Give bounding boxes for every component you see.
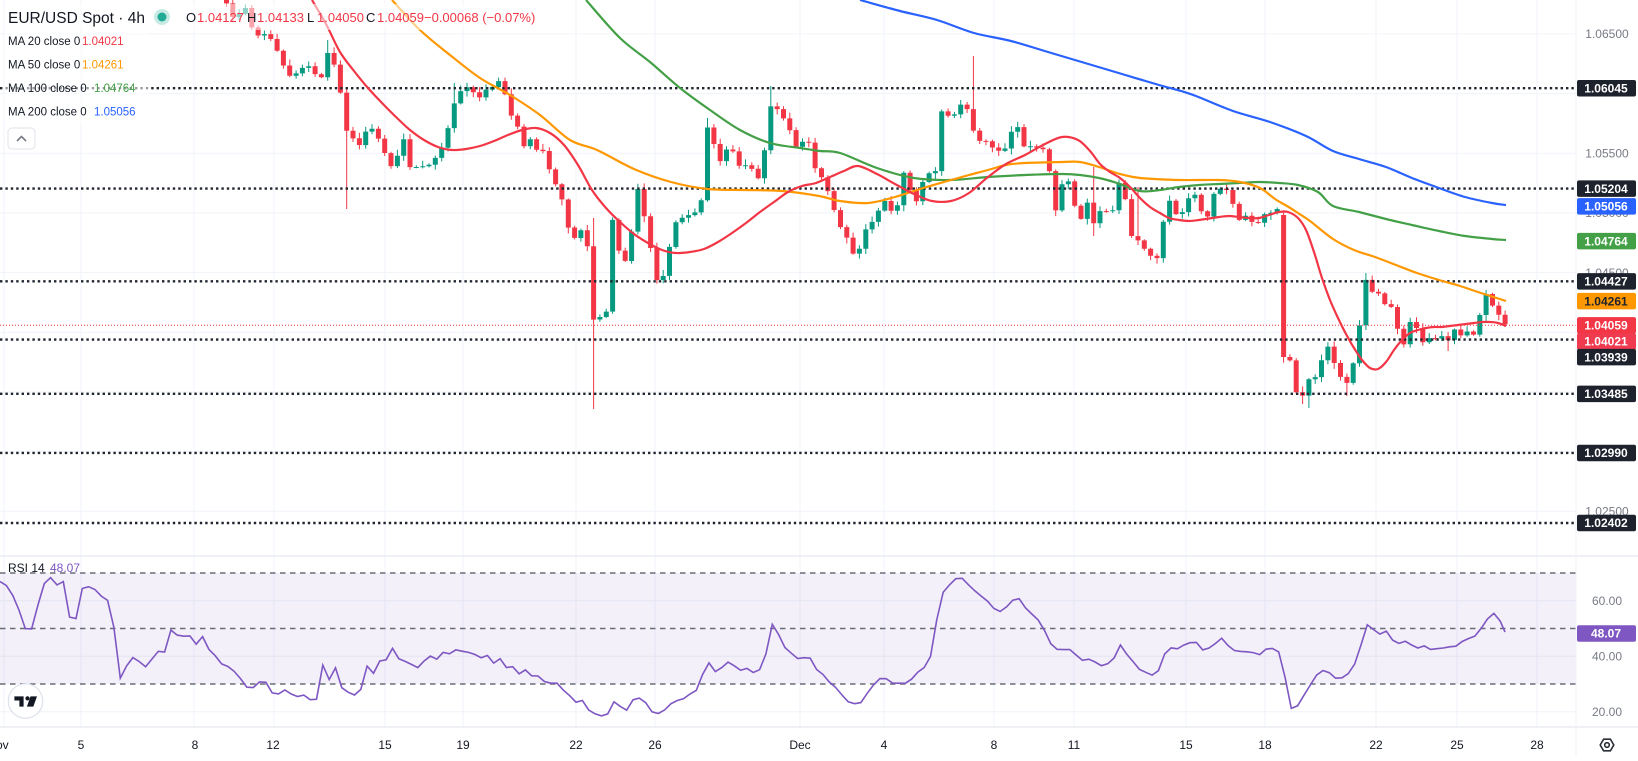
- svg-text:1.05204: 1.05204: [1584, 182, 1628, 196]
- svg-text:1.04764: 1.04764: [1584, 234, 1628, 248]
- svg-text:20.00: 20.00: [1592, 705, 1622, 719]
- svg-text:48.07: 48.07: [1591, 627, 1621, 641]
- svg-text:EUR/USD Spot · 4h: EUR/USD Spot · 4h: [8, 10, 145, 27]
- svg-text:1.05500: 1.05500: [1585, 147, 1629, 161]
- svg-text:25: 25: [1450, 738, 1464, 752]
- svg-text:5: 5: [78, 738, 85, 752]
- svg-text:L: L: [307, 10, 314, 25]
- svg-text:Nov: Nov: [0, 738, 9, 752]
- svg-text:8: 8: [192, 738, 199, 752]
- svg-text:28: 28: [1530, 738, 1544, 752]
- svg-text:18: 18: [1258, 738, 1272, 752]
- svg-text:1.02990: 1.02990: [1584, 446, 1628, 460]
- svg-text:MA 50 close 0: MA 50 close 0: [8, 60, 80, 72]
- svg-text:MA 200 close 0: MA 200 close 0: [8, 107, 87, 119]
- svg-text:1.02402: 1.02402: [1584, 516, 1628, 530]
- svg-text:1.04127: 1.04127: [197, 10, 244, 25]
- svg-text:1.04021: 1.04021: [1584, 335, 1628, 349]
- svg-text:1.04059: 1.04059: [377, 10, 424, 25]
- svg-text:1.04133: 1.04133: [257, 10, 304, 25]
- svg-text:1.04261: 1.04261: [82, 60, 124, 72]
- svg-text:1.04059: 1.04059: [1584, 319, 1628, 333]
- svg-text:RSI 14: RSI 14: [8, 561, 45, 575]
- svg-text:1.05056: 1.05056: [94, 107, 136, 119]
- svg-text:1.04764: 1.04764: [94, 83, 136, 95]
- svg-text:40.00: 40.00: [1592, 650, 1622, 664]
- svg-text:MA 20 close 0: MA 20 close 0: [8, 36, 80, 48]
- svg-text:1.03485: 1.03485: [1584, 387, 1628, 401]
- svg-text:1.04050: 1.04050: [317, 10, 364, 25]
- svg-text:MA 100 close 0: MA 100 close 0: [8, 83, 87, 95]
- svg-text:48.07: 48.07: [50, 561, 80, 575]
- svg-text:15: 15: [378, 738, 392, 752]
- svg-text:1.06500: 1.06500: [1585, 27, 1629, 41]
- svg-text:4: 4: [881, 738, 888, 752]
- svg-text:1.04427: 1.04427: [1584, 275, 1628, 289]
- svg-text:1.04021: 1.04021: [82, 36, 124, 48]
- svg-text:60.00: 60.00: [1592, 594, 1622, 608]
- svg-text:H: H: [247, 10, 256, 25]
- svg-text:22: 22: [569, 738, 583, 752]
- svg-text:O: O: [186, 10, 196, 25]
- svg-text:11: 11: [1068, 738, 1081, 752]
- svg-text:1.05056: 1.05056: [1584, 200, 1628, 214]
- svg-text:8: 8: [991, 738, 998, 752]
- svg-text:26: 26: [648, 738, 662, 752]
- svg-text:15: 15: [1179, 738, 1193, 752]
- svg-text:C: C: [366, 10, 375, 25]
- svg-text:1.03939: 1.03939: [1584, 350, 1628, 364]
- svg-text:1.04261: 1.04261: [1584, 294, 1628, 308]
- svg-text:12: 12: [266, 738, 280, 752]
- svg-text:19: 19: [456, 738, 470, 752]
- svg-text:1.06045: 1.06045: [1584, 81, 1628, 95]
- svg-text:Dec: Dec: [789, 738, 810, 752]
- svg-text:−0.00068 (−0.07%): −0.00068 (−0.07%): [424, 10, 535, 25]
- svg-text:22: 22: [1369, 738, 1383, 752]
